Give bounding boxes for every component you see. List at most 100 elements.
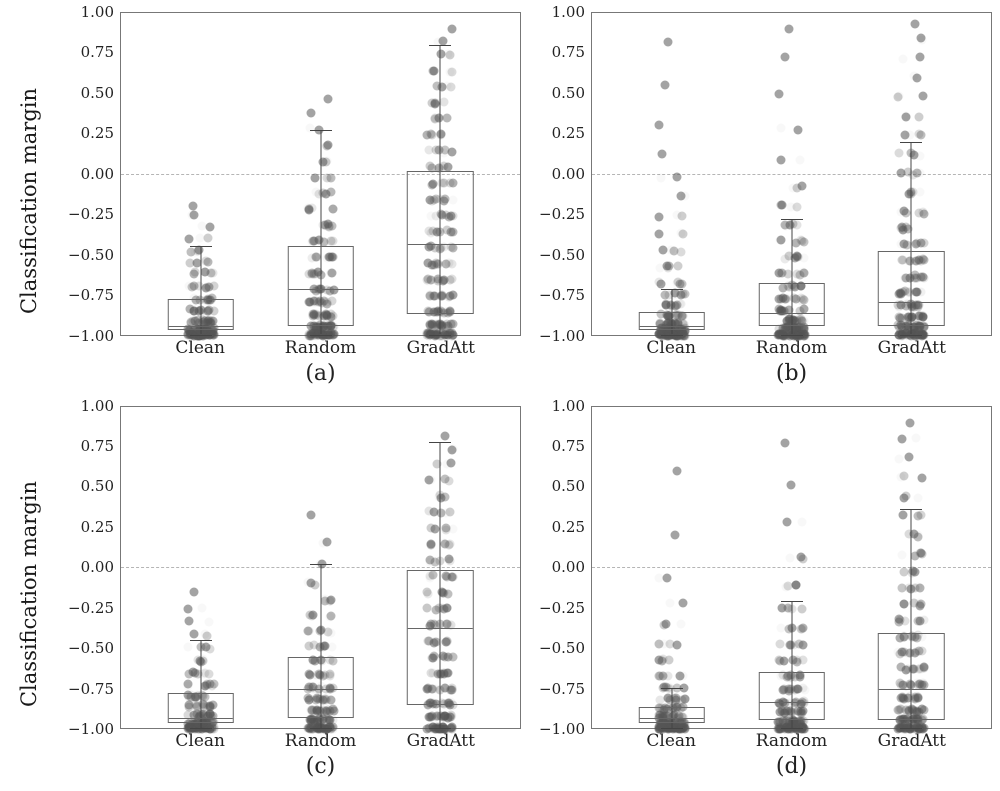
scatter-point [914, 531, 923, 540]
scatter-point [775, 656, 784, 665]
median-line [759, 313, 823, 314]
scatter-point [780, 53, 789, 62]
ytick-label: 0.75 [81, 43, 114, 61]
median-line [879, 302, 943, 303]
scatter-point [426, 162, 435, 171]
scatter-point [918, 36, 927, 45]
scatter-point [433, 114, 442, 123]
scatter-point [658, 149, 667, 158]
scatter-point [441, 432, 450, 441]
xtick-label: Clean [646, 731, 696, 751]
scatter-point [898, 434, 907, 443]
scatter-point [784, 24, 793, 33]
scatter-point [797, 236, 806, 245]
scatter-point [799, 554, 808, 563]
xtick-label: Clean [175, 338, 225, 358]
scatter-point [787, 202, 796, 211]
median-line [288, 689, 352, 690]
panel-label: (a) [120, 362, 521, 390]
scatter-point [445, 68, 454, 77]
ytick-label: −0.25 [68, 205, 114, 223]
zero-reference-line [592, 174, 991, 175]
scatter-point [654, 212, 663, 221]
x-axis-ticks: CleanRandomGradAtt [120, 729, 521, 755]
scatter-point [901, 112, 910, 121]
scatter-point [307, 109, 316, 118]
scatter-point [184, 681, 193, 690]
ytick-label: 1.00 [81, 3, 114, 21]
scatter-point [323, 156, 332, 165]
scatter-point [796, 155, 805, 164]
scatter-point [774, 89, 783, 98]
scatter-point [426, 321, 435, 330]
ytick-label: −0.50 [68, 639, 114, 657]
scatter-point [654, 121, 663, 130]
ytick-label: 1.00 [552, 3, 585, 21]
xtick-label: GradAtt [407, 731, 475, 751]
scatter-point [901, 491, 910, 500]
panel-label: (c) [120, 755, 521, 783]
scatter-point [429, 66, 438, 75]
scatter-point [898, 550, 907, 559]
ytick-label: −1.00 [68, 720, 114, 738]
xtick-label: Random [756, 338, 828, 358]
scatter-point [917, 473, 926, 482]
scatter-point [654, 229, 663, 238]
scatter-point [795, 639, 804, 648]
scatter-point [655, 263, 664, 272]
scatter-point [200, 630, 209, 639]
scatter-point [190, 247, 199, 256]
ytick-label: 0.25 [552, 518, 585, 536]
scatter-point [654, 573, 663, 582]
ytick-label: −0.25 [539, 205, 585, 223]
scatter-point [775, 639, 784, 648]
y-axis-label-cell: Classification margin [8, 12, 50, 390]
ytick-label: −0.50 [539, 639, 585, 657]
scatter-point [196, 234, 205, 243]
panel-label: (b) [591, 362, 992, 390]
scatter-point [899, 223, 908, 232]
box [168, 299, 234, 330]
scatter-point [443, 82, 452, 91]
chart-wrap: −1.00−0.75−0.50−0.250.000.250.500.751.00 [545, 12, 992, 336]
ytick-label: 0.25 [81, 124, 114, 142]
xtick-label: Clean [175, 731, 225, 751]
scatter-point [668, 695, 677, 704]
scatter-point [777, 156, 786, 165]
ytick-label: 1.00 [81, 397, 114, 415]
scatter-point [776, 236, 785, 245]
median-line [169, 718, 233, 719]
scatter-point [187, 211, 196, 220]
scatter-point [201, 681, 210, 690]
scatter-point [308, 612, 317, 621]
x-axis-ticks: CleanRandomGradAtt [120, 336, 521, 362]
scatter-point [664, 263, 673, 272]
plot-area [591, 12, 992, 336]
scatter-point [791, 581, 800, 590]
plot-area [120, 12, 521, 336]
scatter-point [426, 558, 435, 567]
scatter-point [782, 583, 791, 592]
scatter-point [185, 282, 194, 291]
zero-reference-line [592, 567, 991, 568]
scatter-point [916, 151, 925, 160]
scatter-point [904, 529, 913, 538]
scatter-point [679, 599, 688, 608]
ytick-label: −0.50 [539, 246, 585, 264]
scatter-point [185, 259, 194, 268]
scatter-point [673, 466, 682, 475]
xtick-label: Clean [646, 338, 696, 358]
box [168, 693, 234, 724]
box [639, 707, 705, 723]
whisker-cap [781, 219, 803, 220]
scatter-point [205, 223, 214, 232]
scatter-point [326, 612, 335, 621]
y-axis-ticks: −1.00−0.75−0.50−0.250.000.250.500.751.00 [74, 12, 120, 336]
ytick-label: 0.00 [81, 165, 114, 183]
scatter-point [188, 201, 197, 210]
box [407, 570, 473, 705]
scatter-point [427, 524, 436, 533]
box [878, 633, 944, 720]
chart-wrap: −1.00−0.75−0.50−0.250.000.250.500.751.00 [74, 406, 521, 730]
ytick-label: −0.25 [68, 599, 114, 617]
